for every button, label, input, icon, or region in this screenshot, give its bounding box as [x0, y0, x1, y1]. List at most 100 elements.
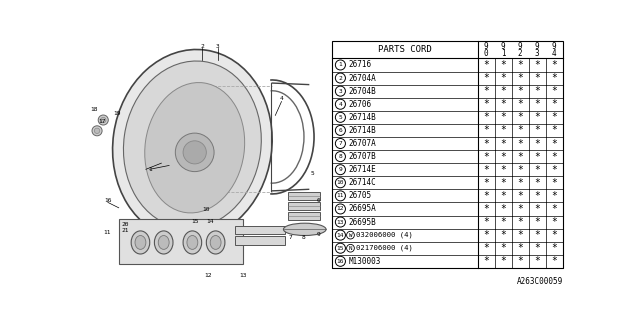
Text: 032006000 (4): 032006000 (4): [356, 232, 413, 238]
Text: *: *: [483, 217, 489, 227]
Text: *: *: [517, 230, 523, 240]
Text: 20: 20: [121, 222, 129, 227]
Text: N: N: [349, 246, 352, 251]
Text: 11: 11: [104, 230, 111, 235]
Text: *: *: [483, 230, 489, 240]
Text: 9: 9: [317, 232, 321, 237]
Text: 26695B: 26695B: [349, 218, 377, 227]
Ellipse shape: [98, 115, 108, 125]
Text: *: *: [517, 165, 523, 175]
Text: *: *: [483, 243, 489, 253]
Text: 2: 2: [339, 76, 342, 81]
Text: 7: 7: [289, 235, 292, 240]
Ellipse shape: [183, 231, 202, 254]
Text: *: *: [552, 178, 557, 188]
Text: *: *: [500, 86, 506, 96]
Text: *: *: [500, 204, 506, 214]
Text: *: *: [534, 165, 540, 175]
Circle shape: [347, 231, 355, 239]
Ellipse shape: [154, 231, 173, 254]
Text: 5: 5: [339, 115, 342, 120]
Text: *: *: [534, 243, 540, 253]
Text: *: *: [500, 243, 506, 253]
Text: *: *: [534, 178, 540, 188]
Text: 3: 3: [216, 44, 220, 49]
Bar: [288, 203, 320, 210]
Text: *: *: [534, 152, 540, 162]
Text: 1: 1: [339, 62, 342, 68]
Text: *: *: [517, 139, 523, 148]
Text: 15: 15: [337, 246, 344, 251]
Text: 9: 9: [484, 42, 488, 52]
Text: 16: 16: [337, 259, 344, 264]
Text: *: *: [552, 204, 557, 214]
Text: 19: 19: [113, 111, 121, 116]
Text: *: *: [534, 191, 540, 201]
Text: *: *: [552, 112, 557, 122]
Text: *: *: [517, 243, 523, 253]
Ellipse shape: [158, 236, 169, 249]
Text: *: *: [500, 73, 506, 83]
Text: 12: 12: [204, 273, 212, 278]
Circle shape: [335, 204, 346, 214]
Text: *: *: [483, 178, 489, 188]
Text: *: *: [552, 86, 557, 96]
Text: *: *: [500, 125, 506, 135]
Ellipse shape: [124, 61, 261, 228]
Text: 26716: 26716: [349, 60, 372, 69]
Text: 2: 2: [518, 49, 522, 58]
Text: 16: 16: [104, 197, 111, 203]
Text: 14: 14: [207, 219, 214, 224]
Text: 11: 11: [337, 193, 344, 198]
Bar: [119, 219, 243, 264]
Text: *: *: [500, 165, 506, 175]
Text: 1: 1: [501, 49, 506, 58]
Text: *: *: [517, 256, 523, 266]
Text: 26714E: 26714E: [349, 165, 377, 174]
Text: 26704A: 26704A: [349, 74, 377, 83]
Text: *: *: [483, 191, 489, 201]
Text: 13: 13: [337, 220, 344, 225]
Text: 1: 1: [148, 167, 152, 172]
Text: *: *: [534, 230, 540, 240]
Text: 18: 18: [90, 107, 98, 112]
Ellipse shape: [92, 126, 102, 136]
Text: *: *: [552, 217, 557, 227]
Text: *: *: [517, 73, 523, 83]
Ellipse shape: [210, 236, 221, 249]
Text: *: *: [500, 152, 506, 162]
Text: 10: 10: [202, 207, 209, 212]
Bar: [235, 226, 285, 234]
Text: *: *: [552, 191, 557, 201]
Text: *: *: [483, 125, 489, 135]
Circle shape: [335, 60, 346, 70]
Text: *: *: [534, 73, 540, 83]
Bar: [332, 42, 563, 268]
Text: 3: 3: [535, 49, 540, 58]
Text: *: *: [552, 139, 557, 148]
Text: *: *: [552, 243, 557, 253]
Text: *: *: [517, 152, 523, 162]
Text: 21: 21: [121, 228, 129, 233]
Text: *: *: [534, 86, 540, 96]
Circle shape: [175, 133, 214, 172]
Text: 4: 4: [339, 102, 342, 107]
Text: 15: 15: [191, 219, 198, 224]
Text: 021706000 (4): 021706000 (4): [356, 245, 413, 252]
Circle shape: [335, 256, 346, 266]
Text: *: *: [483, 86, 489, 96]
Text: *: *: [483, 112, 489, 122]
Text: 26704B: 26704B: [349, 87, 377, 96]
Bar: [288, 192, 320, 200]
Text: *: *: [552, 152, 557, 162]
Bar: [288, 212, 320, 220]
Text: 26705: 26705: [349, 191, 372, 200]
Text: *: *: [517, 112, 523, 122]
Circle shape: [347, 244, 355, 252]
Ellipse shape: [206, 231, 225, 254]
Text: *: *: [534, 125, 540, 135]
Text: *: *: [483, 139, 489, 148]
Text: 8: 8: [339, 154, 342, 159]
Ellipse shape: [131, 231, 150, 254]
Text: *: *: [500, 60, 506, 70]
